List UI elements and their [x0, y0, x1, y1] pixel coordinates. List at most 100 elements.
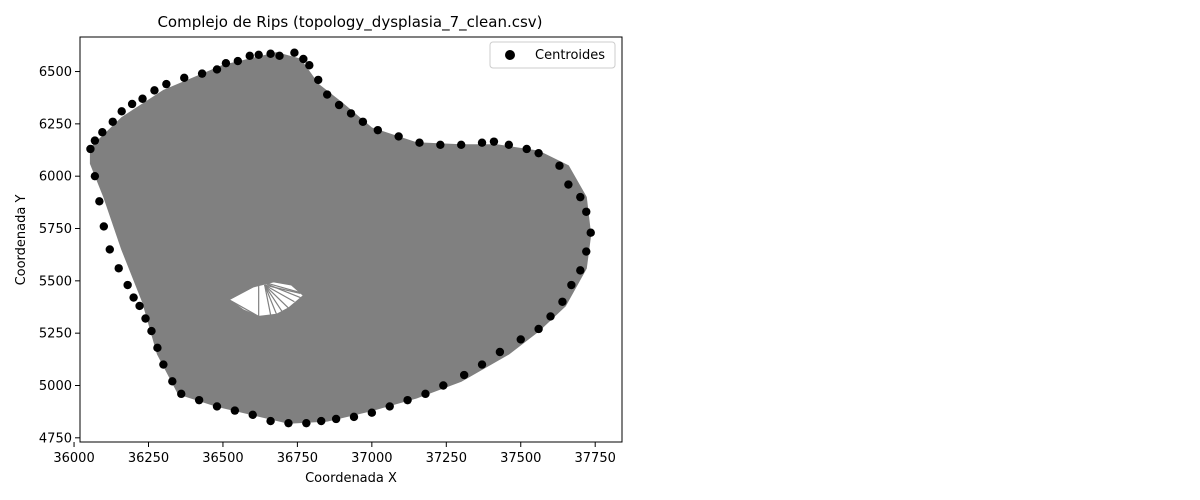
legend-box	[489, 41, 616, 69]
centroid-point	[403, 395, 412, 405]
centroid-point	[290, 48, 299, 57]
centroid-point	[86, 144, 95, 154]
centroid-points	[86, 48, 595, 428]
centroid-point	[459, 370, 469, 380]
plot-area	[86, 48, 595, 428]
centroid-point	[314, 75, 323, 85]
centroid-point	[98, 128, 107, 137]
centroid-point	[177, 389, 186, 399]
centroid-point	[114, 264, 123, 273]
x-tick-label: 36750	[277, 451, 318, 466]
centroid-point	[180, 73, 189, 83]
x-tick-label: 37500	[500, 451, 541, 466]
centroid-point	[168, 377, 177, 386]
legend: Centroides	[489, 41, 616, 69]
centroid-point	[576, 192, 585, 202]
centroid-point	[105, 245, 114, 254]
x-tick-label: 36250	[128, 451, 169, 466]
y-tick-label: 6500	[39, 65, 72, 80]
y-tick-label: 5000	[39, 379, 72, 394]
centroid-point	[331, 414, 341, 424]
x-tick-label: 37750	[575, 451, 616, 466]
x-axis-ticks: 36000 36250 36500 36750 37000 37250 37500 37750	[53, 442, 616, 466]
centroid-point	[305, 61, 314, 70]
centroid-point	[555, 161, 564, 170]
centroid-point	[334, 100, 344, 110]
centroid-point	[522, 144, 531, 154]
centroid-point	[99, 222, 109, 231]
centroid-point	[138, 94, 147, 103]
centroid-point	[516, 335, 525, 344]
centroid-point	[108, 117, 117, 126]
rips-complex-fill	[89, 52, 592, 424]
centroid-point	[582, 207, 591, 216]
centroid-point	[95, 197, 104, 206]
complex-edge	[258, 280, 301, 299]
legend-marker-icon	[505, 50, 515, 60]
complex-edge	[264, 284, 272, 315]
centroid-point	[212, 402, 222, 411]
y-tick-label: 5750	[39, 222, 72, 237]
centroid-point	[456, 140, 466, 149]
centroid-point	[534, 148, 543, 158]
centroid-point	[212, 65, 222, 74]
centroid-point	[394, 132, 403, 141]
centroid-point	[576, 266, 585, 275]
centroid-point	[275, 51, 284, 61]
x-tick-label: 36500	[202, 451, 243, 466]
centroid-point	[567, 280, 576, 290]
complex-edge	[264, 284, 301, 294]
x-tick-label: 37000	[351, 451, 392, 466]
centroid-point	[221, 58, 231, 68]
centroid-point	[147, 326, 156, 336]
centroid-point	[266, 49, 275, 58]
y-tick-label: 5500	[39, 274, 72, 289]
centroid-point	[248, 410, 257, 419]
centroid-point	[358, 117, 368, 126]
centroid-point	[245, 51, 254, 61]
centroid-point	[123, 280, 132, 290]
centroid-point	[150, 86, 159, 95]
centroid-point	[117, 107, 126, 116]
centroid-point	[159, 360, 168, 369]
x-tick-label: 36000	[53, 451, 94, 466]
x-tick-label: 37250	[426, 451, 467, 466]
complex-edge	[264, 284, 289, 309]
centroid-point	[546, 312, 555, 321]
centroid-point	[564, 180, 573, 189]
centroid-point	[349, 412, 359, 422]
centroid-point	[135, 301, 144, 311]
y-tick-label: 4750	[39, 431, 72, 446]
axes-frame	[79, 36, 623, 443]
centroid-point	[495, 347, 505, 357]
complex-edge	[258, 280, 304, 294]
hole-edges	[228, 280, 304, 317]
centroid-point	[90, 171, 100, 181]
x-axis-label: Coordenada X	[305, 471, 397, 486]
centroid-point	[367, 408, 377, 417]
complex-edge	[264, 284, 295, 303]
y-tick-label: 5250	[39, 327, 72, 342]
centroid-point	[197, 69, 207, 78]
centroid-point	[477, 360, 487, 369]
centroid-point	[373, 125, 383, 135]
centroid-point	[162, 79, 171, 89]
centroid-point	[129, 293, 138, 302]
y-axis-label: Coordenada Y	[14, 195, 29, 286]
centroid-point	[284, 418, 293, 428]
y-axis-ticks: 4750 5000 5250 5500 5750 6000 6250 6500	[39, 65, 80, 446]
centroid-point	[558, 297, 567, 306]
centroid-point	[489, 137, 499, 146]
centroid-point	[436, 140, 445, 149]
complex-edge	[234, 305, 248, 314]
centroid-point	[141, 314, 150, 323]
centroid-point	[421, 389, 430, 399]
y-tick-label: 6250	[39, 117, 72, 132]
centroid-point	[582, 247, 591, 256]
centroid-point	[194, 395, 204, 405]
centroid-point	[346, 109, 356, 118]
centroid-point	[317, 416, 326, 426]
centroid-point	[254, 50, 263, 59]
centroid-point	[302, 418, 311, 428]
